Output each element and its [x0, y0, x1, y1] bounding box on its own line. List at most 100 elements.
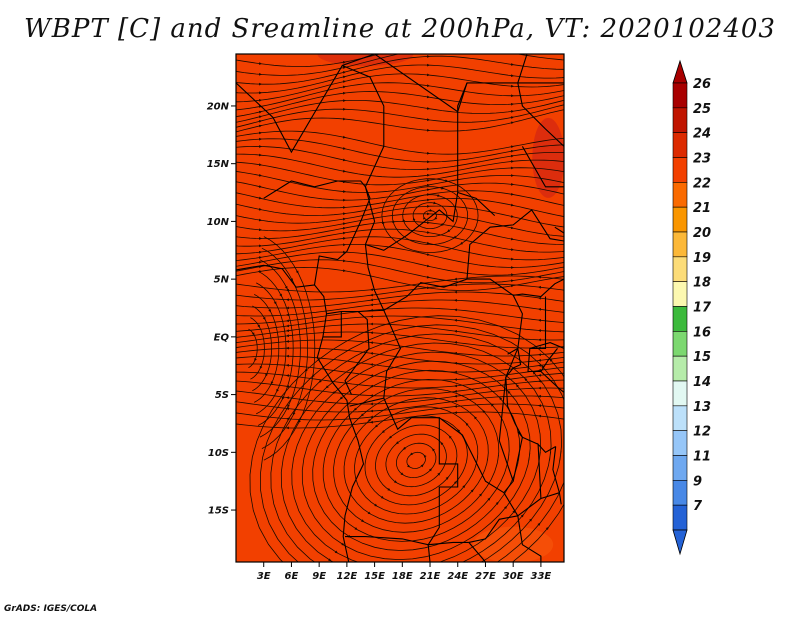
streamline-arrow — [427, 128, 430, 132]
lat-axis: 20N 15N 10N 5N EQ 5S 10S 15S — [207, 101, 236, 517]
streamline-arrow — [370, 303, 374, 307]
streamline — [236, 403, 564, 421]
coastline — [236, 264, 365, 562]
streamline-arrow — [510, 182, 514, 186]
colorbar-label: 26 — [693, 77, 711, 92]
country-border — [468, 492, 519, 543]
streamline-arrow — [286, 334, 290, 338]
country-border — [345, 536, 431, 562]
streamline-arrow — [343, 99, 346, 103]
streamline-arrow — [538, 386, 541, 390]
colorbar-label: 25 — [693, 102, 711, 117]
streamline — [423, 210, 437, 221]
streamline — [236, 259, 564, 284]
streamline-arrow — [454, 384, 457, 388]
streamline-arrow — [257, 324, 260, 328]
streamline — [312, 369, 521, 551]
streamline-arrow — [454, 341, 458, 344]
streamline-arrow — [538, 368, 542, 372]
map-frame — [235, 53, 565, 563]
streamline-arrow — [432, 448, 435, 452]
streamline-arrow — [482, 409, 486, 413]
streamline-arrow — [538, 296, 542, 300]
streamline-arrow — [400, 472, 404, 476]
colorbar-label: 9 — [693, 474, 702, 489]
streamline-arrow — [510, 279, 514, 283]
streamline-arrow — [402, 446, 406, 450]
lat-tick-label: 5S — [215, 390, 229, 401]
colorbar-swatch — [672, 157, 688, 183]
streamline-arrow — [427, 55, 430, 58]
streamline-arrow — [454, 399, 458, 403]
streamline-arrow — [511, 273, 514, 277]
coastline — [505, 377, 523, 438]
streamline-arrow — [258, 131, 262, 135]
streamline — [250, 317, 265, 380]
streamline — [236, 251, 564, 276]
streamline-arrow — [342, 217, 346, 221]
streamline-arrow — [538, 338, 541, 342]
streamline — [236, 299, 564, 317]
streamline — [236, 153, 564, 178]
streamline-arrow — [251, 332, 255, 336]
streamline — [381, 178, 479, 253]
streamline-arrow — [342, 212, 346, 216]
streamline-arrow — [423, 454, 427, 458]
streamline-arrow — [510, 226, 514, 230]
streamline-arrow — [426, 264, 430, 268]
streamline — [270, 333, 563, 562]
streamline — [236, 220, 564, 245]
colorbar-swatch — [672, 256, 688, 282]
warm-patch — [532, 117, 564, 198]
country-border — [554, 226, 564, 234]
streamline-arrow — [454, 318, 458, 322]
streamline-arrow — [268, 309, 271, 313]
coastline — [527, 342, 564, 373]
lat-tick-label: EQ — [214, 332, 230, 343]
streamline-arrow — [258, 120, 262, 123]
country-border — [517, 515, 542, 562]
colorbar-swatch — [672, 231, 688, 258]
streamline-arrow — [276, 389, 279, 393]
colorbar-label: 19 — [693, 251, 711, 266]
country-border — [344, 311, 370, 395]
country-border — [313, 186, 371, 285]
streamline — [236, 181, 564, 201]
colorbar-label: 11 — [693, 450, 711, 465]
streamline-arrow — [258, 218, 262, 222]
streamline — [402, 194, 458, 237]
streamline-arrow — [370, 352, 374, 355]
streamline — [375, 424, 458, 497]
lat-tick-label: 20N — [207, 101, 230, 112]
streamline-arrow — [510, 237, 514, 241]
streamline-arrow — [370, 402, 373, 406]
streamline-arrow — [258, 250, 262, 254]
streamline-arrow — [437, 472, 441, 476]
streamline-arrow — [454, 378, 457, 381]
streamline — [259, 259, 301, 438]
streamline-arrow — [538, 318, 542, 322]
streamline-arrow — [354, 527, 358, 530]
streamline-arrow — [409, 452, 414, 456]
streamline — [236, 275, 564, 293]
streamline-arrow — [370, 420, 374, 424]
streamline — [256, 282, 287, 415]
streamline-arrow — [427, 73, 430, 77]
streamline — [236, 161, 564, 186]
streamline-arrow — [343, 190, 346, 193]
streamline — [236, 55, 564, 85]
country-border — [540, 492, 560, 500]
lat-tick-label: 5N — [214, 275, 230, 286]
streamline — [236, 91, 564, 118]
streamline-arrow — [360, 413, 364, 417]
streamline — [364, 415, 468, 506]
colorbar-label: 14 — [693, 375, 711, 390]
streamline — [236, 331, 564, 349]
streamline-arrow — [343, 259, 346, 263]
streamline — [263, 236, 316, 461]
streamline-arrow — [511, 94, 514, 98]
streamline-arrow — [370, 288, 374, 292]
streamline-arrow — [259, 237, 262, 240]
streamline-arrow — [295, 270, 299, 274]
